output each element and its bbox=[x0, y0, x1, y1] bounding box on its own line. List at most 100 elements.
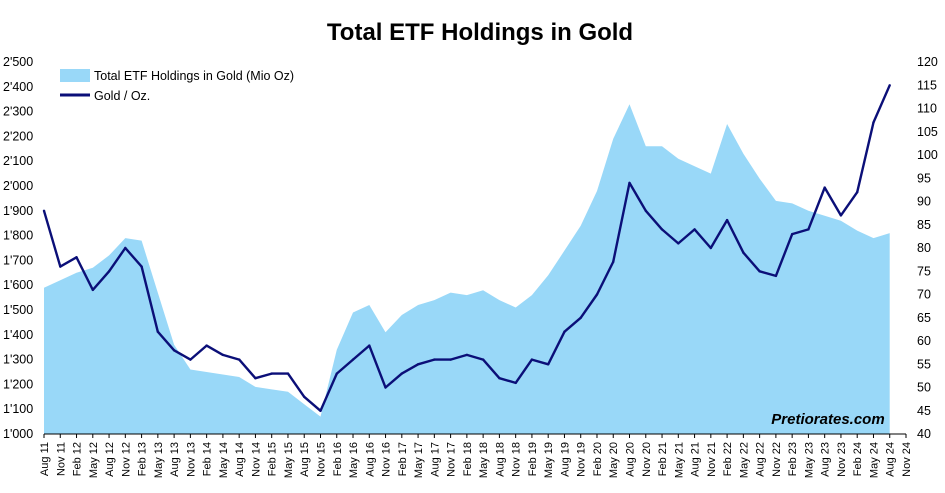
legend: Total ETF Holdings in Gold (Mio Oz) Gold… bbox=[60, 69, 294, 103]
gold-point bbox=[384, 386, 387, 389]
x-tick-label: May 16 bbox=[348, 442, 360, 478]
gold-point bbox=[823, 186, 826, 189]
x-tick-label: May 15 bbox=[283, 442, 295, 478]
gold-point bbox=[205, 344, 208, 347]
gold-point bbox=[660, 228, 664, 231]
gold-point bbox=[400, 372, 403, 375]
gold-point bbox=[351, 358, 355, 361]
x-tick-label: May 17 bbox=[413, 442, 425, 478]
x-tick-label: May 20 bbox=[608, 442, 620, 478]
x-tick-label: Feb 17 bbox=[397, 442, 409, 476]
x-tick-label: Aug 22 bbox=[755, 442, 767, 477]
y-left-tick-label: 1'800 bbox=[3, 229, 33, 243]
x-tick-label: Nov 20 bbox=[641, 442, 653, 477]
x-tick-label: May 19 bbox=[543, 442, 555, 478]
gold-point bbox=[221, 353, 225, 357]
legend-label-area: Total ETF Holdings in Gold (Mio Oz) bbox=[94, 69, 294, 83]
gold-point bbox=[286, 372, 290, 375]
gold-point bbox=[449, 358, 452, 361]
y-right-tick-label: 50 bbox=[917, 381, 931, 395]
x-tick-label: Feb 18 bbox=[462, 442, 474, 476]
x-tick-label: Nov 14 bbox=[250, 442, 262, 477]
y-right-tick-label: 115 bbox=[917, 78, 937, 92]
x-tick-label: Nov 23 bbox=[836, 442, 848, 477]
x-tick-label: Feb 20 bbox=[592, 442, 604, 476]
gold-point bbox=[807, 228, 810, 231]
x-tick-label: Nov 15 bbox=[316, 442, 328, 477]
gold-point bbox=[172, 349, 176, 352]
gold-point bbox=[59, 265, 62, 268]
gold-point bbox=[888, 84, 891, 87]
x-tick-label: Nov 24 bbox=[901, 442, 913, 477]
gold-point bbox=[335, 372, 338, 375]
gold-point bbox=[709, 246, 712, 250]
y-left-tick-label: 1'600 bbox=[3, 278, 33, 292]
x-tick-label: Feb 19 bbox=[527, 442, 539, 476]
gold-point bbox=[677, 242, 680, 245]
y-right-tick-label: 60 bbox=[917, 334, 931, 348]
x-tick-label: Feb 12 bbox=[72, 442, 84, 476]
gold-point bbox=[530, 358, 534, 361]
gold-point bbox=[91, 288, 95, 292]
y-right-tick-label: 70 bbox=[917, 288, 931, 302]
gold-point bbox=[465, 353, 469, 357]
x-tick-label: Feb 24 bbox=[852, 442, 864, 476]
gold-point bbox=[124, 246, 127, 250]
gold-point bbox=[628, 181, 631, 185]
gold-point bbox=[189, 358, 192, 361]
y-right-tick-label: 90 bbox=[917, 195, 931, 209]
y-left-tick-label: 1'500 bbox=[3, 303, 33, 317]
x-tick-label: Aug 13 bbox=[169, 442, 181, 477]
y-left-tick-label: 1'200 bbox=[3, 377, 33, 391]
x-tick-label: Aug 21 bbox=[690, 442, 702, 477]
gold-point bbox=[612, 260, 615, 264]
gold-point bbox=[774, 274, 778, 278]
gold-point bbox=[75, 256, 78, 259]
gold-point bbox=[856, 191, 859, 194]
gold-point bbox=[595, 293, 599, 296]
x-tick-label: May 13 bbox=[153, 442, 165, 478]
gold-point bbox=[579, 316, 582, 319]
x-tick-label: Feb 21 bbox=[657, 442, 669, 476]
x-tick-label: Feb 23 bbox=[787, 442, 799, 476]
y-right-tick-label: 95 bbox=[917, 171, 931, 185]
x-tick-label: Aug 24 bbox=[885, 442, 897, 477]
legend-swatch-area bbox=[60, 69, 90, 82]
gold-point bbox=[758, 270, 761, 273]
y-right-tick-label: 120 bbox=[917, 55, 938, 69]
x-tick-label: Nov 16 bbox=[381, 442, 393, 477]
gold-point bbox=[693, 228, 696, 231]
x-tick-label: May 22 bbox=[738, 442, 750, 478]
gold-point bbox=[514, 381, 517, 385]
gold-point bbox=[238, 358, 241, 361]
gold-point bbox=[42, 209, 46, 212]
x-tick-label: Aug 12 bbox=[104, 442, 116, 477]
x-tick-label: Aug 20 bbox=[625, 442, 637, 477]
y-right-tick-label: 105 bbox=[917, 125, 938, 139]
gold-point bbox=[319, 409, 322, 412]
x-tick-label: Aug 11 bbox=[39, 442, 51, 476]
y-left-tick-label: 1'700 bbox=[3, 253, 33, 267]
gold-point bbox=[368, 344, 371, 347]
gold-point bbox=[140, 265, 143, 268]
x-tick-label: May 14 bbox=[218, 442, 230, 478]
x-tick-label: May 24 bbox=[869, 442, 881, 478]
y-right-tick-label: 75 bbox=[917, 264, 931, 278]
x-tick-label: May 23 bbox=[803, 442, 815, 478]
x-tick-label: Nov 11 bbox=[55, 442, 67, 476]
x-tick-label: Feb 16 bbox=[332, 442, 344, 476]
gold-point bbox=[872, 121, 875, 124]
axes-layer: Aug 11 Nov 11 Feb 12 May 12 Aug 12 Nov 12 Feb … bbox=[3, 55, 938, 478]
gold-point bbox=[303, 395, 306, 398]
y-right-tick-label: 100 bbox=[917, 148, 938, 162]
y-left-tick-label: 1'100 bbox=[3, 402, 33, 416]
y-left-tick-label: 1'900 bbox=[3, 204, 33, 218]
x-tick-label: May 18 bbox=[478, 442, 490, 478]
y-left-tick-label: 2'400 bbox=[3, 80, 33, 94]
y-right-tick-label: 85 bbox=[917, 218, 931, 232]
x-tick-label: Nov 21 bbox=[706, 442, 718, 477]
series-area-holdings bbox=[44, 104, 890, 434]
x-tick-label: Feb 13 bbox=[137, 442, 149, 476]
